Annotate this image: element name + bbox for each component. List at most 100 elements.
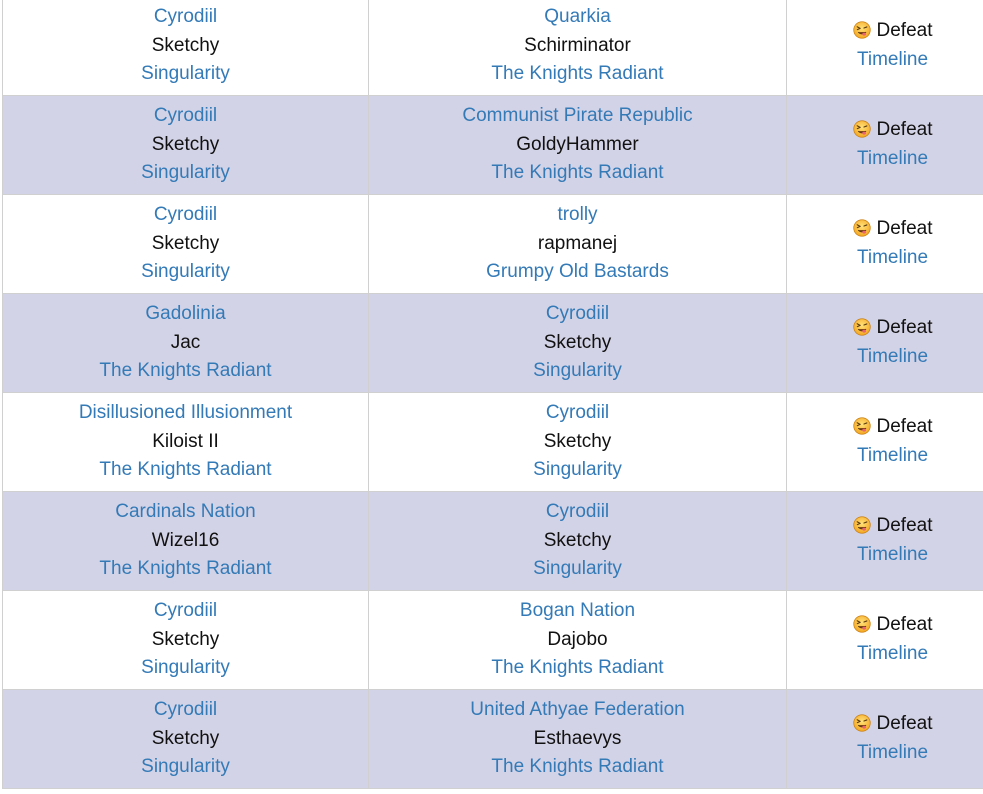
defender-nation-link[interactable]: United Athyae Federation (470, 699, 685, 721)
result-label: Defeat (876, 713, 933, 735)
result-cell: Defeat Timeline (786, 392, 983, 492)
result-cell: Defeat Timeline (786, 293, 983, 393)
defender-alliance-link[interactable]: Grumpy Old Bastards (486, 261, 669, 283)
war-result: Defeat (787, 116, 983, 145)
attacker-cell: Cyrodiil Sketchy Singularity (2, 689, 369, 789)
attacker-nation-link[interactable]: Gadolinia (145, 303, 226, 325)
war-result: Defeat (787, 413, 983, 442)
attacker-cell: Cardinals Nation Wizel16 The Knights Rad… (2, 491, 369, 591)
result-cell: Defeat Timeline (786, 689, 983, 789)
result-label: Defeat (876, 317, 933, 339)
timeline-link[interactable]: Timeline (856, 445, 929, 466)
defender-alliance-link[interactable]: Singularity (533, 360, 622, 382)
attacker-nation-link[interactable]: Cyrodiil (153, 6, 218, 28)
timeline-link[interactable]: Timeline (856, 742, 929, 763)
attacker-leader-name: Sketchy (151, 628, 220, 650)
attacker-leader-name: Jac (170, 331, 201, 353)
dizzy-face-emoji-icon (852, 417, 871, 436)
attacker-nation-link[interactable]: Cyrodiil (153, 600, 218, 622)
defender-cell: United Athyae Federation Esthaevys The K… (368, 689, 787, 789)
war-result: Defeat (787, 17, 983, 46)
attacker-cell: Cyrodiil Sketchy Singularity (2, 590, 369, 690)
attacker-cell: Cyrodiil Sketchy Singularity (2, 0, 369, 96)
defender-alliance-link[interactable]: The Knights Radiant (491, 756, 664, 778)
attacker-leader-name: Wizel16 (151, 529, 220, 551)
war-row: Cyrodiil Sketchy Singularity Quarkia Sch… (2, 0, 983, 96)
attacker-alliance-link[interactable]: The Knights Radiant (99, 558, 272, 580)
defender-cell: Communist Pirate Republic GoldyHammer Th… (368, 95, 787, 195)
attacker-nation-link[interactable]: Cyrodiil (153, 699, 218, 721)
war-result: Defeat (787, 611, 983, 640)
defender-alliance-link[interactable]: Singularity (533, 558, 622, 580)
attacker-nation-link[interactable]: Disillusioned Illusionment (78, 402, 293, 424)
dizzy-face-emoji-icon (852, 318, 871, 337)
defender-nation-link[interactable]: Bogan Nation (519, 600, 636, 622)
defender-cell: Cyrodiil Sketchy Singularity (368, 491, 787, 591)
dizzy-face-emoji-icon (852, 516, 871, 535)
defender-nation-link[interactable]: Quarkia (544, 6, 611, 28)
attacker-cell: Cyrodiil Sketchy Singularity (2, 95, 369, 195)
attacker-alliance-link[interactable]: The Knights Radiant (99, 360, 272, 382)
war-row: Disillusioned Illusionment Kiloist II Th… (2, 392, 983, 492)
attacker-alliance-link[interactable]: Singularity (141, 756, 230, 778)
result-label: Defeat (876, 119, 933, 141)
defender-nation-link[interactable]: Cyrodiil (545, 402, 610, 424)
attacker-alliance-link[interactable]: Singularity (141, 261, 230, 283)
defender-alliance-link[interactable]: The Knights Radiant (491, 63, 664, 85)
defender-cell: Cyrodiil Sketchy Singularity (368, 392, 787, 492)
timeline-link[interactable]: Timeline (856, 643, 929, 664)
timeline-link[interactable]: Timeline (856, 544, 929, 565)
attacker-leader-name: Sketchy (151, 727, 220, 749)
dizzy-face-emoji-icon (852, 21, 871, 40)
dizzy-face-emoji-icon (852, 219, 871, 238)
war-result: Defeat (787, 710, 983, 739)
result-cell: Defeat Timeline (786, 194, 983, 294)
defender-nation-link[interactable]: Cyrodiil (545, 303, 610, 325)
timeline-link[interactable]: Timeline (856, 49, 929, 70)
result-cell: Defeat Timeline (786, 491, 983, 591)
attacker-nation-link[interactable]: Cyrodiil (153, 105, 218, 127)
result-label: Defeat (876, 416, 933, 438)
war-row: Cyrodiil Sketchy Singularity Communist P… (2, 95, 983, 195)
war-row: Gadolinia Jac The Knights Radiant Cyrodi… (2, 293, 983, 393)
defender-cell: Cyrodiil Sketchy Singularity (368, 293, 787, 393)
defender-alliance-link[interactable]: The Knights Radiant (491, 162, 664, 184)
attacker-cell: Disillusioned Illusionment Kiloist II Th… (2, 392, 369, 492)
result-cell: Defeat Timeline (786, 0, 983, 96)
attacker-leader-name: Sketchy (151, 232, 220, 254)
attacker-leader-name: Sketchy (151, 34, 220, 56)
defender-leader-name: Schirminator (524, 34, 631, 56)
defender-nation-link[interactable]: trolly (557, 204, 598, 226)
dizzy-face-emoji-icon (852, 714, 871, 733)
attacker-nation-link[interactable]: Cardinals Nation (115, 501, 256, 523)
dizzy-face-emoji-icon (852, 615, 871, 634)
war-row: Cyrodiil Sketchy Singularity Bogan Natio… (2, 590, 983, 690)
defender-alliance-link[interactable]: The Knights Radiant (491, 657, 664, 679)
attacker-nation-link[interactable]: Cyrodiil (153, 204, 218, 226)
timeline-link[interactable]: Timeline (856, 148, 929, 169)
defender-leader-name: Esthaevys (533, 727, 622, 749)
timeline-link[interactable]: Timeline (856, 247, 929, 268)
war-result: Defeat (787, 512, 983, 541)
attacker-alliance-link[interactable]: The Knights Radiant (99, 459, 272, 481)
war-row: Cyrodiil Sketchy Singularity United Athy… (2, 689, 983, 789)
attacker-alliance-link[interactable]: Singularity (141, 63, 230, 85)
defender-cell: trolly rapmanej Grumpy Old Bastards (368, 194, 787, 294)
result-label: Defeat (876, 218, 933, 240)
defender-alliance-link[interactable]: Singularity (533, 459, 622, 481)
attacker-leader-name: Kiloist II (152, 430, 219, 452)
defender-leader-name: Dajobo (547, 628, 608, 650)
war-result: Defeat (787, 215, 983, 244)
result-cell: Defeat Timeline (786, 95, 983, 195)
defender-leader-name: GoldyHammer (516, 133, 639, 155)
defender-leader-name: rapmanej (537, 232, 618, 254)
attacker-alliance-link[interactable]: Singularity (141, 162, 230, 184)
defender-nation-link[interactable]: Cyrodiil (545, 501, 610, 523)
defender-leader-name: Sketchy (543, 430, 612, 452)
defender-nation-link[interactable]: Communist Pirate Republic (462, 105, 693, 127)
timeline-link[interactable]: Timeline (856, 346, 929, 367)
result-label: Defeat (876, 515, 933, 537)
attacker-alliance-link[interactable]: Singularity (141, 657, 230, 679)
